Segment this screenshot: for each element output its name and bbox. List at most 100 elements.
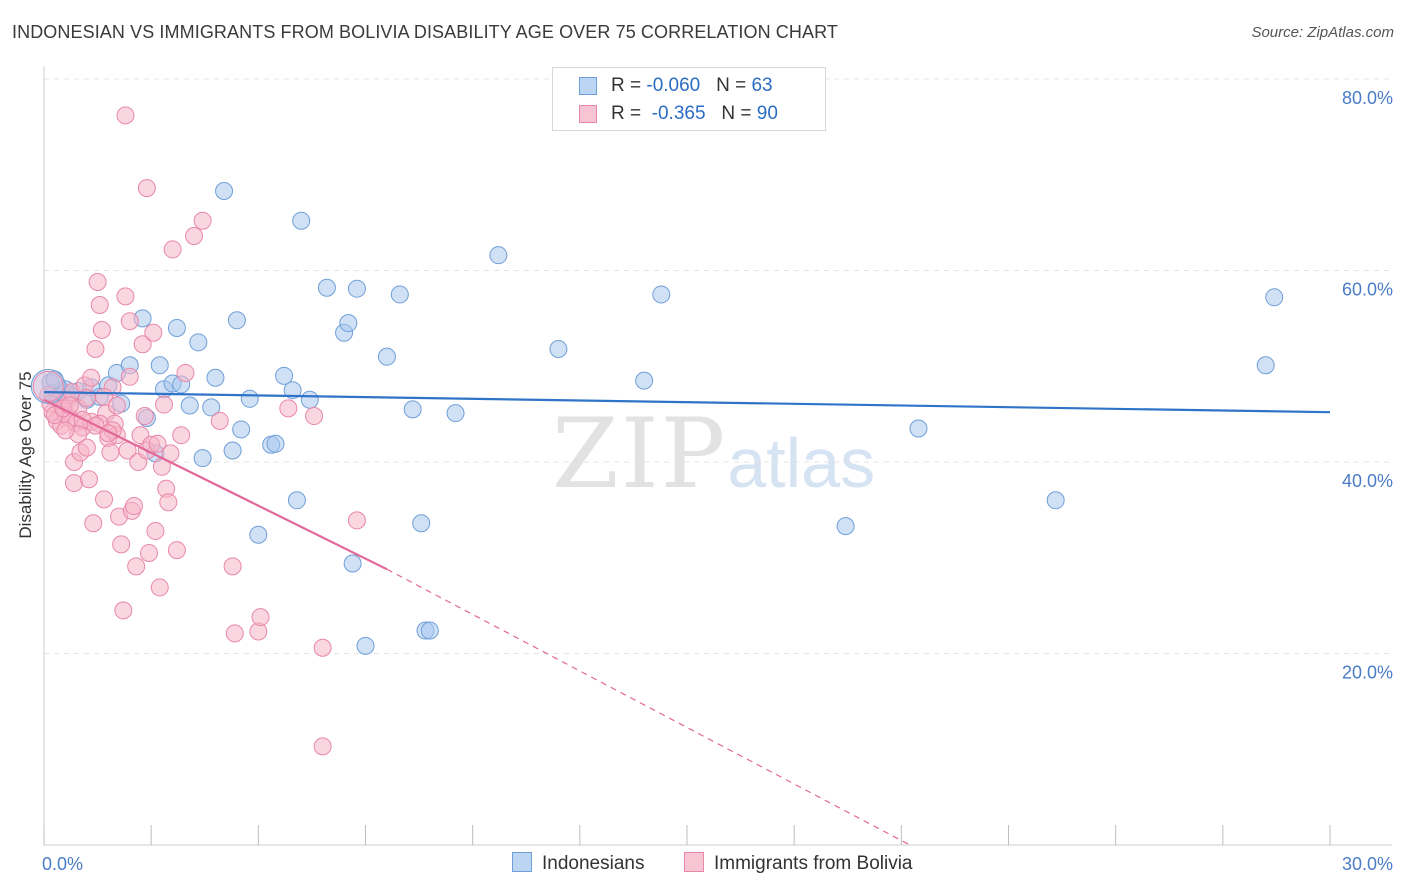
indonesian-point xyxy=(652,285,671,304)
bolivia-point xyxy=(279,399,298,418)
indonesian-point xyxy=(909,419,928,438)
legend-swatch-pink xyxy=(579,105,597,123)
bolivia-point xyxy=(176,363,195,382)
source-label: Source: ZipAtlas.com xyxy=(1251,24,1394,41)
indonesian-point xyxy=(249,525,268,544)
indonesian-point xyxy=(240,389,259,408)
bolivia-point xyxy=(148,434,167,453)
bolivia-point xyxy=(137,179,156,198)
legend-box: R = -0.060 N = 63 R = -0.365 N = 90 xyxy=(552,67,826,131)
bolivia-point xyxy=(101,443,120,462)
indonesian-point xyxy=(1046,491,1065,510)
bottom-legend-swatch-pink xyxy=(684,852,704,872)
bolivia-trend-line xyxy=(43,398,388,571)
indonesian-point xyxy=(403,400,422,419)
bolivia-point xyxy=(82,368,101,387)
bolivia-point xyxy=(172,426,191,445)
indonesian-point xyxy=(1265,288,1284,307)
bolivia-point xyxy=(65,474,84,493)
bolivia-point xyxy=(77,438,96,457)
indonesian-point xyxy=(489,246,508,265)
bolivia-point xyxy=(116,287,135,306)
bolivia-point xyxy=(251,608,270,627)
indonesian-point xyxy=(420,621,439,640)
indonesian-point xyxy=(232,420,251,439)
bottom-legend-indonesians: Indonesians xyxy=(512,852,644,875)
indonesian-point xyxy=(412,514,431,533)
indonesian-point xyxy=(287,491,306,510)
watermark-zip: ZIP xyxy=(552,398,728,510)
indonesian-point xyxy=(215,182,234,201)
bottom-legend-bolivia: Immigrants from Bolivia xyxy=(684,852,913,875)
bolivia-point xyxy=(95,490,114,509)
bolivia-point xyxy=(112,535,131,554)
indonesian-point xyxy=(227,311,246,330)
indonesian-point xyxy=(275,366,294,385)
indonesian-point xyxy=(180,396,199,415)
indonesian-point xyxy=(150,356,169,375)
y-tick-label: 80.0% xyxy=(1342,88,1393,108)
legend-text: R = -0.060 N = 63 xyxy=(611,75,773,96)
bottom-legend-label: Immigrants from Bolivia xyxy=(714,853,913,874)
bolivia-point xyxy=(120,367,139,386)
bolivia-point xyxy=(84,514,103,533)
bolivia-point xyxy=(305,407,324,426)
bolivia-point xyxy=(140,543,159,562)
bolivia-point xyxy=(225,624,244,643)
bolivia-point-large xyxy=(32,370,64,402)
bolivia-point xyxy=(125,497,144,516)
legend-text: R = -0.365 N = 90 xyxy=(611,103,778,124)
indonesian-point xyxy=(283,381,302,400)
bolivia-point xyxy=(116,106,135,125)
bolivia-point xyxy=(135,407,154,426)
bolivia-point xyxy=(114,601,133,620)
x-tick-label: 30.0% xyxy=(1342,854,1393,874)
x-tick-label: 0.0% xyxy=(42,854,83,874)
indonesian-point xyxy=(223,441,242,460)
bolivia-point xyxy=(313,638,332,657)
indonesian-point xyxy=(836,517,855,536)
legend-swatch-blue xyxy=(579,77,597,95)
indonesian-point xyxy=(189,333,208,352)
bolivia-trend-extension xyxy=(386,568,911,846)
indonesian-point xyxy=(167,318,186,337)
bolivia-point xyxy=(92,320,111,339)
indonesian-point xyxy=(390,285,409,304)
bottom-legend-label: Indonesians xyxy=(542,853,645,874)
indonesian-point xyxy=(339,314,358,333)
indonesian-point-large xyxy=(30,368,66,404)
y-tick-label: 20.0% xyxy=(1342,663,1393,683)
bolivia-point xyxy=(80,470,99,489)
bolivia-point xyxy=(185,227,204,246)
bolivia-point xyxy=(150,578,169,597)
indonesian-point xyxy=(446,404,465,423)
bolivia-point xyxy=(193,211,212,230)
watermark: ZIPatlas xyxy=(552,398,875,510)
indonesian-point xyxy=(202,398,221,417)
indonesian-point xyxy=(266,434,285,453)
indonesian-point xyxy=(343,554,362,573)
chart-title: INDONESIAN VS IMMIGRANTS FROM BOLIVIA DI… xyxy=(12,22,838,42)
indonesian-point xyxy=(206,368,225,387)
watermark-atlas: atlas xyxy=(727,424,876,502)
bolivia-point xyxy=(146,521,165,540)
bolivia-point xyxy=(313,737,332,756)
indonesian-point xyxy=(292,211,311,230)
y-tick-label: 60.0% xyxy=(1342,280,1393,300)
y-tick-label: 40.0% xyxy=(1342,471,1393,491)
bolivia-point xyxy=(144,323,163,342)
indonesian-point xyxy=(356,636,375,655)
indonesian-point xyxy=(549,340,568,359)
bolivia-point xyxy=(155,395,174,414)
bolivia-point xyxy=(159,493,178,512)
indonesian-trend-line xyxy=(43,391,1331,414)
bolivia-point xyxy=(56,421,75,440)
indonesian-point xyxy=(377,347,396,366)
indonesian-point xyxy=(1256,356,1275,375)
bolivia-point xyxy=(107,396,126,415)
bottom-legend-swatch-blue xyxy=(512,852,532,872)
bolivia-point xyxy=(347,511,366,530)
bolivia-point xyxy=(120,312,139,331)
indonesian-point xyxy=(300,390,319,409)
bolivia-point xyxy=(133,335,152,354)
